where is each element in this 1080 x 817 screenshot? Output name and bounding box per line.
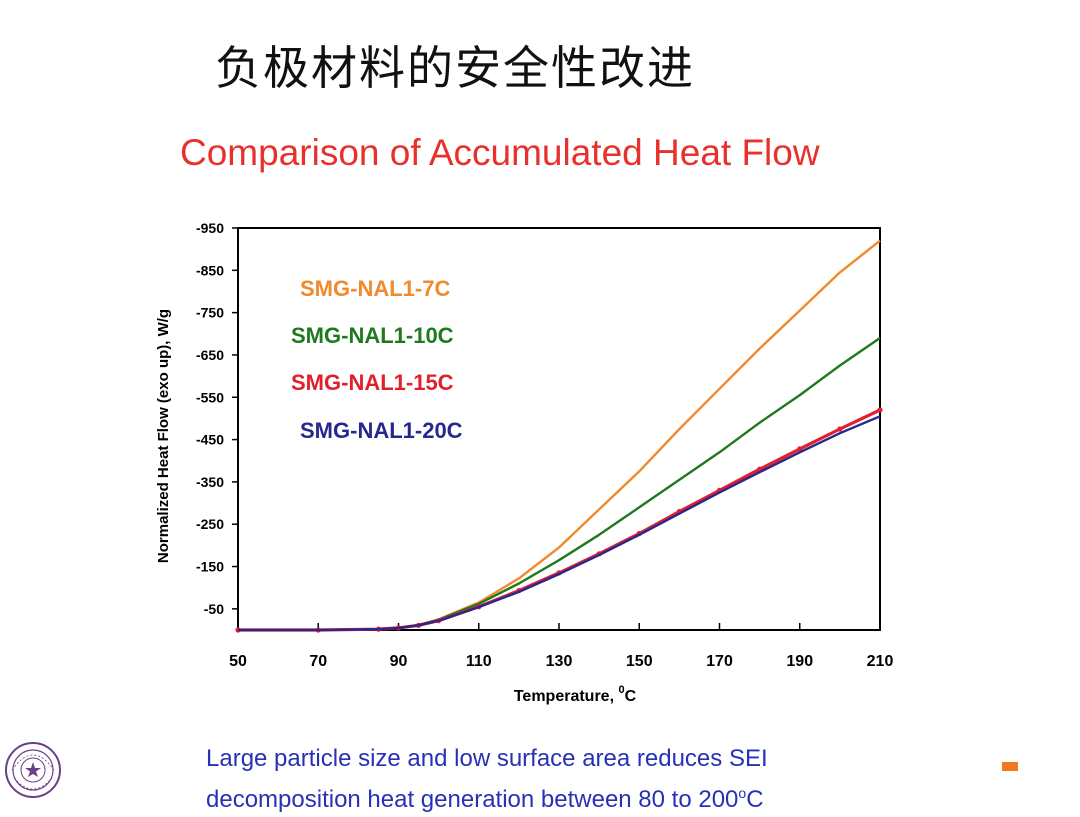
- y-tick-label: -350: [196, 474, 224, 490]
- y-tick-label: -550: [196, 389, 224, 405]
- y-tick-label: -250: [196, 516, 224, 532]
- y-axis: -950 -850 -750 -650 -550 -450 -350 -250 -150 -50: [196, 220, 238, 617]
- caption: Large particle size and low surface area…: [206, 742, 768, 817]
- caption-line-2: decomposition heat generation between 80…: [206, 785, 764, 813]
- x-tick-label: 170: [706, 653, 733, 670]
- x-tick-label: 130: [546, 653, 573, 670]
- x-tick-label: 190: [786, 653, 813, 670]
- series-layer: [235, 239, 883, 633]
- legend-entry-smg-nal1-7c: SMG-NAL1-7C: [300, 276, 450, 301]
- series-point: [877, 407, 883, 413]
- heat-flow-chart: -950-850-750-650-550-450-350-250-150-50 …: [155, 220, 894, 705]
- y-tick-label: -750: [196, 305, 224, 321]
- x-tick-label: 210: [867, 653, 894, 670]
- y-tick-label: -450: [196, 432, 224, 448]
- y-tick-label: -150: [196, 559, 224, 575]
- y-tick-label: -850: [196, 262, 224, 278]
- chart-title: Comparison of Accumulated Heat Flow: [180, 132, 820, 173]
- university-seal-icon: [5, 742, 61, 798]
- x-tick-label: 110: [466, 653, 492, 670]
- y-axis-label: Normalized Heat Flow (exo up), W/g: [155, 309, 172, 563]
- slide-title: 负极材料的安全性改进: [215, 41, 695, 95]
- y-tick-label: -650: [196, 347, 224, 363]
- y-tick-label: -950: [196, 220, 224, 236]
- x-tick-label: 70: [309, 653, 327, 670]
- y-tick-label: -50: [204, 601, 224, 617]
- x-tick-label: 150: [626, 653, 653, 670]
- bullet-marker: [1002, 762, 1018, 771]
- legend-entry-smg-nal1-15c: SMG-NAL1-15C: [291, 370, 454, 395]
- series-point: [837, 426, 843, 432]
- x-axis-label: Temperature, 0C: [514, 684, 637, 705]
- series-point: [797, 446, 803, 452]
- legend-entry-smg-nal1-20c: SMG-NAL1-20C: [300, 418, 463, 443]
- caption-line-1: Large particle size and low surface area…: [206, 745, 768, 772]
- legend-entry-smg-nal1-10c: SMG-NAL1-10C: [291, 323, 454, 348]
- series-line-smg-nal1-15c: [238, 408, 881, 632]
- x-tick-label: 50: [229, 653, 247, 670]
- x-tick-label: 90: [390, 653, 408, 670]
- legend: SMG-NAL1-7C SMG-NAL1-10C SMG-NAL1-15C SMG-N…: [291, 276, 463, 443]
- series-line-smg-nal1-20c: [238, 415, 881, 632]
